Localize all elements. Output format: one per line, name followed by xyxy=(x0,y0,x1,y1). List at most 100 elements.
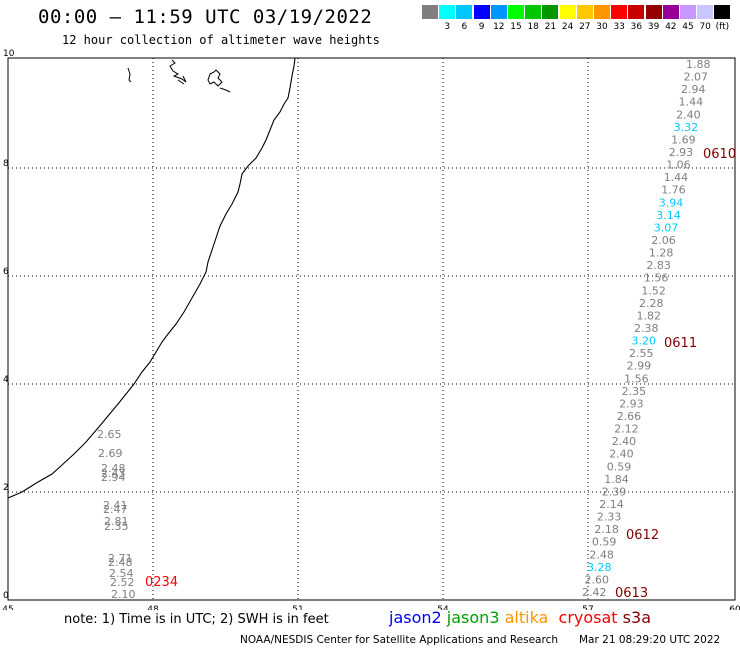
colorbar-label: 39 xyxy=(647,22,660,32)
wave-height-label: 3.32 xyxy=(674,121,699,134)
wave-height-label: 2.93 xyxy=(669,146,694,159)
pass-time-label: 0234 xyxy=(145,575,178,590)
colorbar-cell xyxy=(559,5,576,19)
wave-height-label: 1.82 xyxy=(637,309,662,322)
wave-height-label: 3.20 xyxy=(632,335,657,348)
wave-height-label: 3.14 xyxy=(656,209,681,222)
wave-height-label: 1.56 xyxy=(644,272,669,285)
wave-height-label: 3.07 xyxy=(654,221,679,234)
island-group-right xyxy=(207,69,231,93)
wave-height-label: 2.28 xyxy=(639,297,664,310)
wave-height-label: 1.76 xyxy=(661,184,686,197)
wave-height-label: 2.48 xyxy=(589,548,614,561)
satellite-legend: jason2 jason3 altika cryosat s3a xyxy=(389,608,651,627)
colorbar-label: 6 xyxy=(461,22,468,32)
wave-height-label: 2.43 xyxy=(101,467,126,480)
colorbar-label: 27 xyxy=(579,22,591,32)
pass-time-label: 0611 xyxy=(664,336,697,351)
wave-height-label: 2.40 xyxy=(676,108,701,121)
colorbar-cell xyxy=(680,5,696,19)
wave-height-label: 1.52 xyxy=(641,284,666,297)
coastline xyxy=(7,57,296,499)
y-tick-label: 8 xyxy=(3,159,9,169)
colorbar-label: 45 xyxy=(682,22,694,32)
axis-ticks: 45 48 51 54 57 60 0 2 4 6 8 10 xyxy=(2,49,740,610)
colorbar-label: 12 xyxy=(493,22,505,32)
x-tick-label: 48 xyxy=(147,605,159,610)
colorbar-label: 15 xyxy=(510,22,522,32)
wave-height-label: 1.69 xyxy=(671,133,696,146)
colorbar-cell xyxy=(662,5,679,19)
y-tick-label: 0 xyxy=(3,591,9,601)
colorbar-label: 33 xyxy=(613,22,625,32)
wave-height-label: 1.44 xyxy=(664,171,689,184)
wave-height-label: 2.42 xyxy=(582,586,607,599)
wave-height-label: 2.66 xyxy=(617,410,642,423)
map-subtitle: 12 hour collection of altimeter wave hei… xyxy=(62,33,380,47)
island-small xyxy=(127,67,132,83)
y-tick-label: 2 xyxy=(3,483,9,493)
sat-s3a: s3a xyxy=(622,608,651,627)
island-group-left xyxy=(169,59,187,85)
colorbar-cell xyxy=(508,5,524,19)
map-frame xyxy=(7,57,736,601)
colorbar-label: 9 xyxy=(478,22,485,32)
wave-height-label: 1.06 xyxy=(666,159,691,172)
pass-time-label: 0613 xyxy=(615,586,648,601)
wave-height-label: 2.47 xyxy=(103,503,128,516)
colorbar-cell xyxy=(645,5,662,19)
wave-height-label: 2.06 xyxy=(651,234,676,247)
colorbar-label: 36 xyxy=(630,22,643,32)
wave-height-label: 2.35 xyxy=(104,520,129,533)
x-tick-label: 57 xyxy=(582,605,593,610)
wave-height-label: 1.28 xyxy=(649,247,674,260)
wave-height-label: 2.14 xyxy=(599,498,624,511)
wave-height-label: 2.94 xyxy=(101,471,126,484)
colorbar-cell xyxy=(576,5,593,19)
colorbar-cell xyxy=(439,5,456,19)
colorbar-label: (ft) xyxy=(715,22,730,32)
wave-height-label: 2.94 xyxy=(681,83,706,96)
footer-note: note: 1) Time is in UTC; 2) SWH is in fe… xyxy=(64,612,329,627)
wave-height-label: 1.44 xyxy=(679,96,704,109)
colorbar-cell xyxy=(697,5,714,19)
wave-height-label: 2.52 xyxy=(110,576,135,589)
timestamp: Mar 21 08:29:20 UTC 2022 xyxy=(579,634,721,646)
wave-height-label: 3.28 xyxy=(587,561,612,574)
x-tick-label: 60 xyxy=(729,605,740,610)
wave-height-label: 2.65 xyxy=(97,428,122,441)
wave-height-label: 0.59 xyxy=(607,460,632,473)
pass-time-label: 0612 xyxy=(626,528,659,543)
map-title: 00:00 – 11:59 UTC 03/19/2022 xyxy=(38,6,373,28)
colorbar-cell xyxy=(490,5,507,19)
wave-height-label: 2.99 xyxy=(627,360,652,373)
wave-height-label: 1.56 xyxy=(624,372,649,385)
colorbar-cell xyxy=(422,5,438,19)
wave-height-label: 2.69 xyxy=(98,447,123,460)
wave-height-label: 1.84 xyxy=(604,473,629,486)
wave-height-label: 2.33 xyxy=(597,511,622,524)
wave-height-label: 2.07 xyxy=(684,71,709,84)
colorbar-cell xyxy=(542,5,559,19)
x-tick-label: 51 xyxy=(292,605,303,610)
y-tick-label: 10 xyxy=(3,49,15,59)
colorbar-cell xyxy=(525,5,542,19)
wave-height-label: 2.54 xyxy=(109,567,134,580)
colorbar-label: 42 xyxy=(665,22,677,32)
sat-jason2: jason2 xyxy=(389,608,442,627)
wave-height-label: 2.40 xyxy=(609,448,634,461)
colorbar-cell xyxy=(611,5,628,19)
pass-time-label: 0610 xyxy=(703,147,736,162)
wave-height-label: 2.10 xyxy=(111,588,136,601)
wave-height-label: 2.12 xyxy=(614,423,639,436)
colorbar-label: 30 xyxy=(596,22,608,32)
x-tick-label: 45 xyxy=(2,605,13,610)
wave-height-label: 1.88 xyxy=(686,58,711,71)
wave-height-label: 2.60 xyxy=(585,573,610,586)
credit-line: NOAA/NESDIS Center for Satellite Applica… xyxy=(240,634,558,646)
wave-height-label: 2.55 xyxy=(629,347,654,360)
wave-height-label: 2.48 xyxy=(108,556,133,569)
wave-height-label: 2.48 xyxy=(101,462,126,475)
wave-height-label: 2.18 xyxy=(594,523,619,536)
